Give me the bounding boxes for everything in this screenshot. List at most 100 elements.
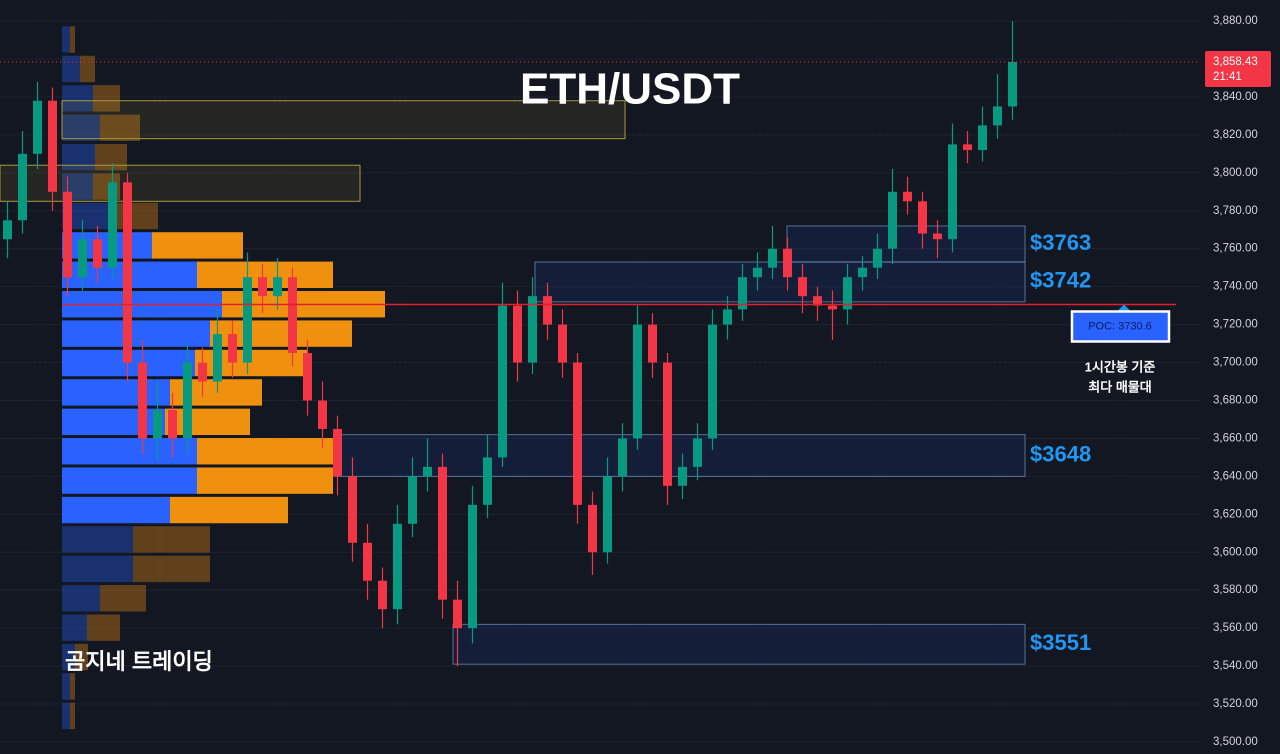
profile-buy — [62, 496, 170, 524]
candle-body — [948, 144, 957, 240]
zone-label: $3742 — [1030, 268, 1091, 293]
profile-sell — [133, 526, 210, 553]
profile-buy — [62, 585, 100, 612]
candle-body — [108, 182, 117, 268]
y-tick-label: 3,500.00 — [1213, 736, 1258, 748]
candle-body — [33, 100, 42, 154]
price-box — [0, 164, 361, 202]
candle-body — [633, 324, 642, 439]
y-tick-label: 3,760.00 — [1213, 243, 1258, 255]
candle-body — [408, 476, 417, 524]
zone-label: $3648 — [1030, 441, 1091, 466]
profile-buy — [62, 467, 197, 494]
candle-body — [978, 125, 987, 151]
candle-body — [63, 191, 72, 278]
candle-body — [858, 267, 867, 278]
profile-buy — [62, 614, 87, 641]
candle-body — [48, 100, 57, 192]
candle-body — [993, 106, 1002, 126]
y-tick-label: 3,700.00 — [1213, 357, 1258, 369]
profile-buy — [62, 643, 75, 671]
candle-body — [513, 305, 522, 363]
candle-body — [843, 277, 852, 310]
candle-body — [618, 438, 627, 477]
candle-body — [363, 542, 372, 581]
candle-body — [18, 153, 27, 221]
profile-sell — [100, 585, 146, 612]
candle-body — [648, 324, 657, 363]
candle-body — [873, 248, 882, 268]
candle-body — [393, 523, 402, 610]
zone-box — [786, 225, 1026, 263]
chart-title: ETH/USDT — [520, 65, 740, 114]
profile-buy — [62, 55, 80, 83]
poc-note: 1시간봉 기준 — [1085, 359, 1156, 374]
y-tick-label: 3,840.00 — [1213, 91, 1258, 103]
y-tick-label: 3,800.00 — [1213, 167, 1258, 179]
candle-body — [1008, 61, 1017, 107]
candle-body — [318, 400, 327, 429]
candle-body — [528, 296, 537, 363]
candle-body — [123, 182, 132, 363]
profile-sell — [75, 643, 88, 671]
profile-sell — [70, 673, 75, 700]
last-price-tag — [1205, 50, 1271, 87]
last-price-label: 3,858.43 — [1213, 56, 1258, 68]
candle-body — [723, 309, 732, 325]
candle-body — [438, 466, 447, 600]
candle-body — [498, 305, 507, 458]
poc-pointer — [1118, 304, 1130, 311]
candle-body — [93, 239, 102, 268]
candle-body — [288, 277, 297, 354]
candle-body — [258, 277, 267, 297]
profile-buy — [62, 702, 70, 730]
poc-tag — [1070, 310, 1171, 343]
candle-body — [213, 334, 222, 382]
profile-buy — [62, 673, 70, 700]
profile-buy — [62, 438, 197, 465]
candle-body — [348, 476, 357, 543]
y-tick-label: 3,660.00 — [1213, 432, 1258, 444]
candle-body — [903, 191, 912, 202]
zone-label: $3763 — [1030, 230, 1091, 255]
profile-sell — [152, 232, 243, 259]
candle-body — [303, 353, 312, 401]
candle-body — [573, 362, 582, 505]
candle-body — [183, 362, 192, 439]
y-tick-label: 3,600.00 — [1213, 546, 1258, 558]
profile-sell — [70, 26, 75, 53]
candle-body — [198, 362, 207, 382]
profile-sell — [100, 114, 140, 141]
profile-sell — [165, 408, 250, 436]
profile-buy — [62, 526, 133, 553]
profile-sell — [197, 467, 333, 494]
y-tick-label: 3,520.00 — [1213, 698, 1258, 710]
candle-body — [753, 267, 762, 278]
y-tick-label: 3,580.00 — [1213, 584, 1258, 596]
candle-body — [3, 220, 12, 240]
profile-buy — [62, 232, 152, 259]
price-box — [61, 100, 626, 140]
candle-body — [333, 428, 342, 477]
candle-body — [603, 476, 612, 553]
profile-sell — [110, 202, 158, 230]
profile-buy — [62, 320, 210, 347]
zone-box — [452, 623, 1026, 665]
y-tick-label: 3,620.00 — [1213, 508, 1258, 520]
y-tick-label: 3,640.00 — [1213, 470, 1258, 482]
candle-body — [738, 277, 747, 310]
candle-body — [678, 466, 687, 486]
profile-buy — [62, 555, 133, 583]
y-tick-label: 3,740.00 — [1213, 281, 1258, 293]
zone-box — [534, 261, 1026, 303]
y-tick-label: 3,720.00 — [1213, 319, 1258, 331]
last-time-label: 21:41 — [1213, 71, 1242, 83]
y-tick-label: 3,560.00 — [1213, 622, 1258, 634]
candle-body — [78, 239, 87, 278]
y-tick-label: 3,540.00 — [1213, 660, 1258, 672]
profile-buy — [62, 143, 95, 171]
candle-body — [933, 233, 942, 240]
candle-body — [423, 466, 432, 477]
candle-body — [468, 504, 477, 629]
